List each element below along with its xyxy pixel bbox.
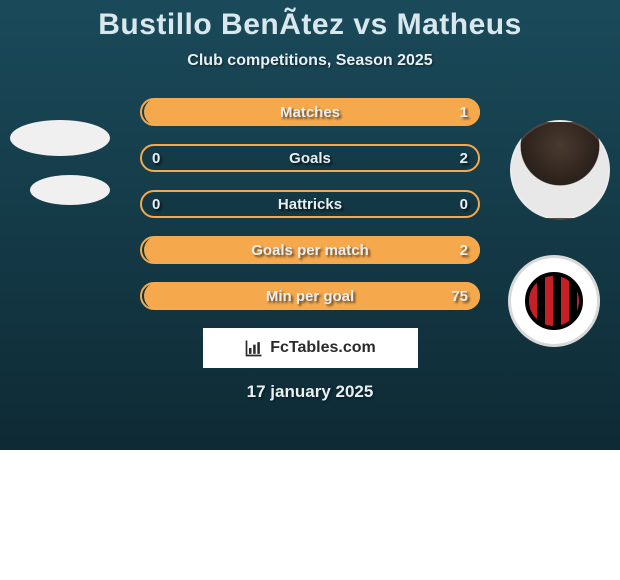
- stat-row: Min per goal75: [140, 282, 480, 310]
- stat-row: Hattricks0 0: [140, 190, 480, 218]
- page-title: Bustillo BenÃ­tez vs Matheus: [0, 8, 620, 42]
- date-text: 17 january 2025: [0, 382, 620, 402]
- subtitle: Club competitions, Season 2025: [0, 52, 620, 70]
- stat-row: Matches1: [140, 98, 480, 126]
- stat-label: Hattricks: [142, 196, 478, 213]
- stat-value-right: 0: [460, 196, 468, 213]
- brand-text: FcTables.com: [270, 339, 376, 357]
- club-badge-inner: [525, 272, 583, 330]
- stat-value-right: 75: [451, 288, 468, 305]
- stat-fill-right: [144, 98, 480, 126]
- stat-value-right: 1: [460, 104, 468, 121]
- brand-badge: FcTables.com: [203, 328, 418, 368]
- stat-value-right: 2: [460, 242, 468, 259]
- player-left-club-badge: [30, 175, 110, 205]
- player-right-avatar: [510, 120, 610, 220]
- stat-fill-right: [144, 236, 480, 264]
- stat-value-left: 0: [152, 150, 160, 167]
- stats-table: Matches1Goals02Hattricks00Goals per matc…: [140, 98, 480, 310]
- chart-icon: [244, 338, 264, 358]
- stat-row: Goals0 2: [140, 144, 480, 172]
- stat-value-right: 2: [460, 150, 468, 167]
- stat-label: Goals: [142, 150, 478, 167]
- comparison-card: Bustillo BenÃ­tez vs Matheus Club compet…: [0, 0, 620, 450]
- player-right-club-badge: [508, 255, 600, 347]
- player-left-avatar: [10, 120, 110, 156]
- stat-value-left: 0: [152, 196, 160, 213]
- stat-fill-right: [144, 282, 480, 310]
- stat-row: Goals per match2: [140, 236, 480, 264]
